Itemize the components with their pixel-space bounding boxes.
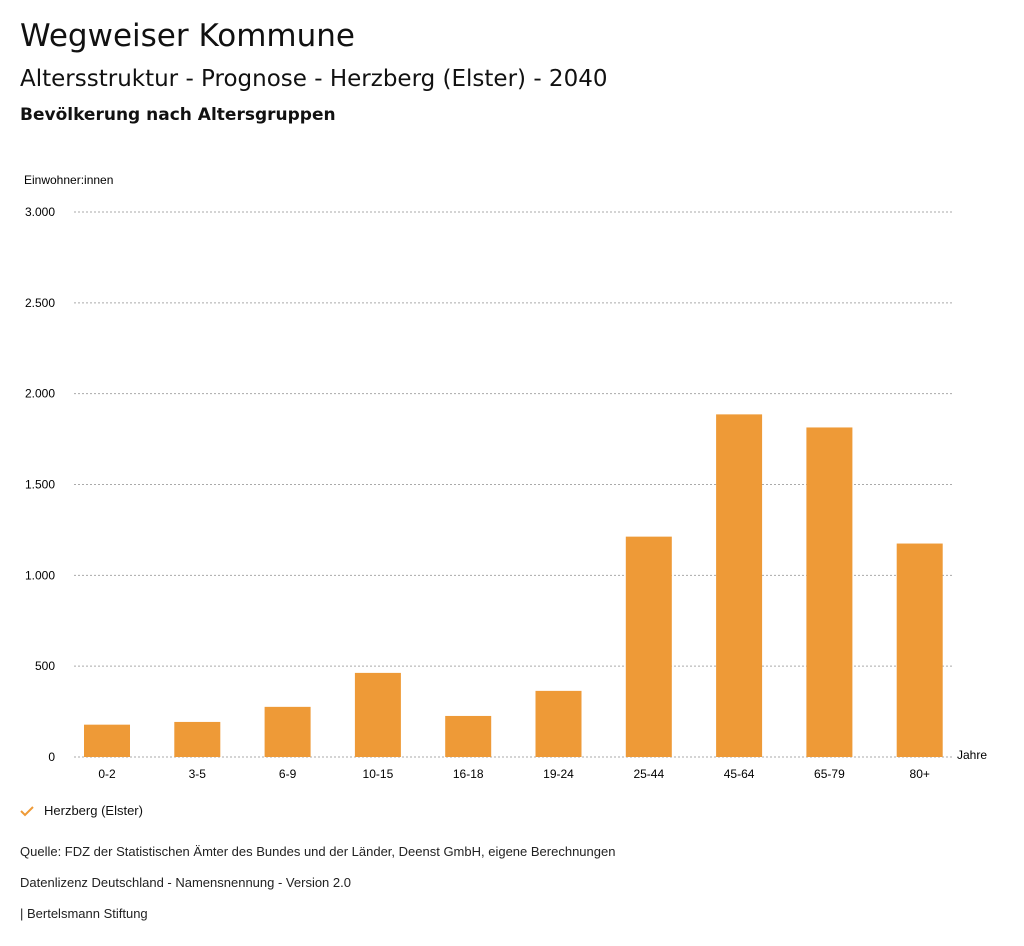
y-axis-label: Einwohner:innen [24,173,113,187]
bar-chart: Einwohner:innen Jahre 0 500 1.000 1.500 2.00… [24,173,987,781]
bar-25-44[interactable] [625,536,672,757]
x-tick-label: 3-5 [189,767,207,781]
bar-80+[interactable] [896,543,943,757]
credit-note: | Bertelsmann Stiftung [20,906,148,921]
bar-6-9[interactable] [264,706,311,757]
x-tick-label: 10-15 [363,767,394,781]
x-tick-label: 16-18 [453,767,484,781]
y-tick-label: 500 [35,659,55,673]
section-title: Bevölkerung nach Altersgruppen [20,105,336,125]
bar-16-18[interactable] [445,715,492,757]
source-note: Quelle: FDZ der Statistischen Ämter des … [20,844,616,859]
page-title: Wegweiser Kommune [20,18,355,54]
x-tick-label: 6-9 [279,767,297,781]
x-tick-label: 25-44 [633,767,664,781]
y-tick-label: 2.500 [25,296,55,310]
chart-subtitle: Altersstruktur - Prognose - Herzberg (El… [20,66,608,92]
y-tick-label: 1.500 [25,478,55,492]
license-note: Datenlizenz Deutschland - Namensnennung … [20,875,351,890]
legend-item[interactable]: Herzberg (Elster) [20,803,143,818]
bar-19-24[interactable] [535,690,582,757]
y-tick-label: 0 [48,750,55,764]
y-tick-label: 3.000 [25,205,55,219]
x-tick-label: 19-24 [543,767,574,781]
x-tick-label: 80+ [910,767,930,781]
x-tick-label: 65-79 [814,767,845,781]
check-icon [20,805,34,816]
bar-45-64[interactable] [716,414,763,757]
bar-10-15[interactable] [354,672,401,757]
bar-65-79[interactable] [806,427,853,757]
legend-label: Herzberg (Elster) [44,803,143,818]
bar-0-2[interactable] [84,724,130,757]
bar-3-5[interactable] [174,721,221,757]
x-axis-label: Jahre [957,748,987,762]
x-tick-label: 45-64 [724,767,755,781]
x-tick-label: 0-2 [98,767,116,781]
y-tick-label: 1.000 [25,568,55,582]
y-tick-label: 2.000 [25,387,55,401]
